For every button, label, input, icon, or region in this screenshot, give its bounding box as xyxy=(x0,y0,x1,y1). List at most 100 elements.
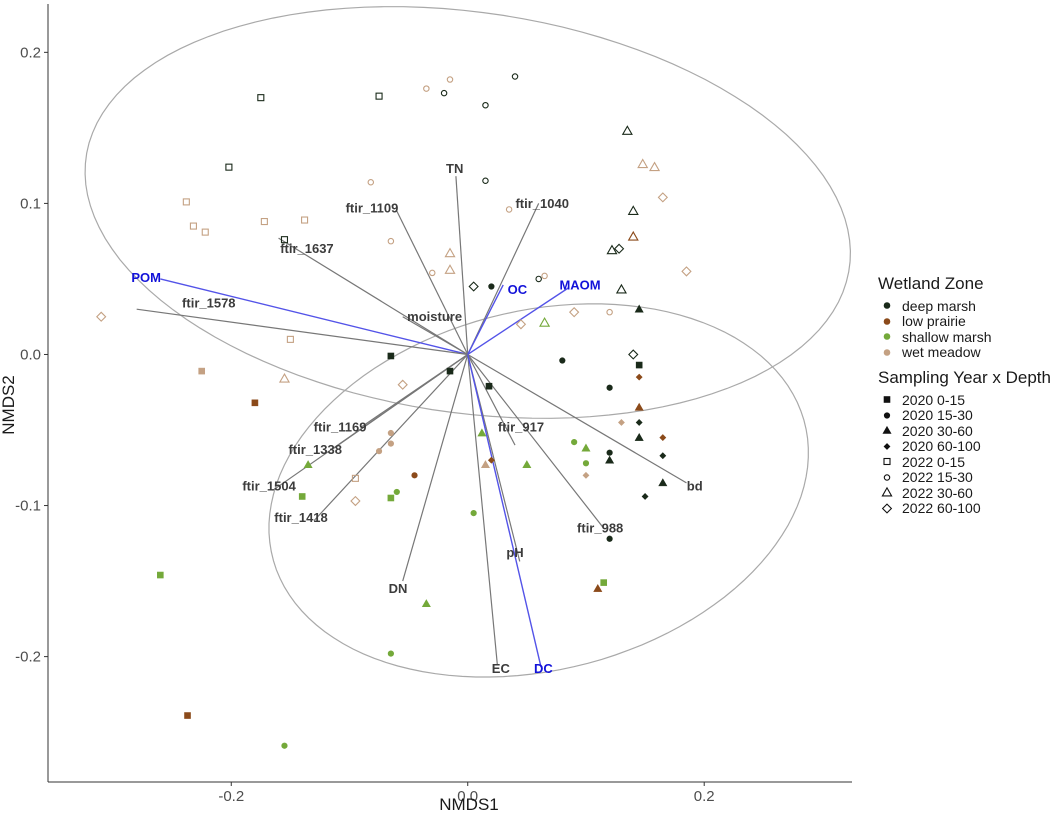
data-point xyxy=(375,92,383,100)
x-tick-label: 0.0 xyxy=(457,788,478,805)
legend-group-2020-30-60-label: 2020 30-60 xyxy=(902,422,973,439)
vector-ftir-1578 xyxy=(136,308,468,356)
data-point xyxy=(278,372,291,383)
y-tick-label: 0.1 xyxy=(20,195,41,212)
data-point xyxy=(189,222,197,230)
legend-zone-wet-meadow: wet meadow xyxy=(878,344,1051,360)
legend-group-2022-0-15-key xyxy=(883,458,891,466)
data-point xyxy=(606,244,618,255)
vector-label-ftir-1109: ftir_1109 xyxy=(346,200,399,215)
data-point xyxy=(387,429,394,437)
data-point xyxy=(635,373,643,381)
legend-symbol xyxy=(883,442,891,450)
vector-bd xyxy=(467,353,687,484)
data-point xyxy=(659,452,667,460)
data-point xyxy=(487,456,495,464)
data-point xyxy=(477,428,487,437)
data-point xyxy=(367,179,375,186)
vector-labels: TN ftir_1040 ftir_1109 ftir_1637 POM ftir_157… xyxy=(131,161,702,676)
data-point xyxy=(615,283,627,294)
vector-label-bd: bd xyxy=(687,478,703,493)
data-point xyxy=(182,198,190,206)
legend-zone-low-prairie: low prairie xyxy=(878,313,1051,329)
vector-oc xyxy=(467,284,504,355)
vector-ftir-1418 xyxy=(313,354,469,522)
data-point xyxy=(634,432,644,441)
sample-points xyxy=(96,73,692,749)
vector-label-dn: DN xyxy=(389,581,408,596)
data-point xyxy=(485,382,493,390)
legend-group-2020-0-15-label: 2020 0-15 xyxy=(902,391,966,408)
x-tick-label: 0.2 xyxy=(694,788,715,805)
loading-vectors xyxy=(136,176,687,668)
vector-label-ftir-1169: ftir_1169 xyxy=(314,419,367,434)
legend-symbol xyxy=(881,503,893,514)
legend-zone-wet-meadow-key xyxy=(883,348,891,356)
data-point xyxy=(260,217,268,226)
vector-ftir-1504 xyxy=(272,353,469,491)
data-point xyxy=(423,85,430,92)
vector-tn xyxy=(455,176,469,355)
legend-group-2022-60-100-label: 2022 60-100 xyxy=(902,500,981,517)
data-point xyxy=(606,384,613,391)
data-point xyxy=(511,73,519,80)
confidence-ellipses xyxy=(84,6,852,678)
data-point xyxy=(635,361,643,369)
data-point xyxy=(637,158,649,169)
data-point xyxy=(351,474,359,482)
data-point xyxy=(387,650,394,657)
legend-group-2022-60-100-key xyxy=(881,503,893,514)
legend-zone-shallow-marsh-key xyxy=(883,333,891,341)
data-point xyxy=(482,177,489,184)
x-axis-title: NMDS1 xyxy=(439,795,499,814)
data-point xyxy=(440,89,448,97)
vector-label-ftir-1418: ftir_1418 xyxy=(274,510,327,525)
data-point xyxy=(559,357,566,364)
vector-label-tn: TN xyxy=(446,161,463,176)
legend-group-2022-30-60-key xyxy=(881,487,893,497)
data-point xyxy=(634,304,644,313)
vector-label-ftir-988: ftir_988 xyxy=(577,521,623,536)
legend-symbol xyxy=(882,426,892,435)
legend-group-2020-15-30-label: 2020 15-30 xyxy=(902,407,973,424)
data-point xyxy=(480,460,490,469)
data-point xyxy=(387,237,395,245)
legend-group-2020-15-30-key xyxy=(883,412,891,419)
data-point xyxy=(281,742,288,749)
y-tick-label: -0.2 xyxy=(15,649,41,666)
legend-group-2022-0-15-label: 2022 0-15 xyxy=(902,453,966,470)
legend-group-2020-60-100-key xyxy=(883,442,891,450)
data-point xyxy=(488,283,495,290)
vector-label-dc: DC xyxy=(534,661,553,676)
legend: Wetland Zone deep marsh low prairie shallo… xyxy=(878,274,1051,516)
data-point xyxy=(659,434,667,441)
legend-group-2022-15-30-label: 2022 15-30 xyxy=(902,469,973,486)
legend-symbol xyxy=(883,412,891,419)
y-axis-title: NMDS2 xyxy=(0,375,18,435)
y-tick-label: 0.0 xyxy=(20,346,41,363)
data-point xyxy=(251,399,259,407)
data-point xyxy=(600,579,608,586)
data-point xyxy=(628,349,639,360)
vector-label-ftir-1040: ftir_1040 xyxy=(515,196,568,211)
legend-symbol xyxy=(883,474,891,481)
vector-dc xyxy=(467,354,542,668)
vector-dn xyxy=(402,354,469,582)
vector-maom xyxy=(467,287,569,356)
data-point xyxy=(482,101,489,109)
data-point xyxy=(387,494,395,502)
data-point xyxy=(515,319,527,330)
legend-zone-deep-marsh-label: deep marsh xyxy=(902,297,976,314)
data-point xyxy=(621,125,633,135)
y-tick-label: 0.2 xyxy=(20,44,41,61)
legend-group-2020-30-60-key xyxy=(882,426,892,435)
legend-group-2022-60-100: 2022 60-100 xyxy=(878,500,1051,517)
data-point xyxy=(505,206,513,213)
data-point xyxy=(444,247,456,258)
data-point xyxy=(470,509,477,517)
legend-group-list: 2020 0-15 2020 15-30 2020 30-60 2020 60-100… xyxy=(878,392,1051,516)
legend-zone-deep-marsh-key xyxy=(883,302,891,310)
data-point xyxy=(387,440,394,447)
vector-label-ph: pH xyxy=(506,545,523,560)
